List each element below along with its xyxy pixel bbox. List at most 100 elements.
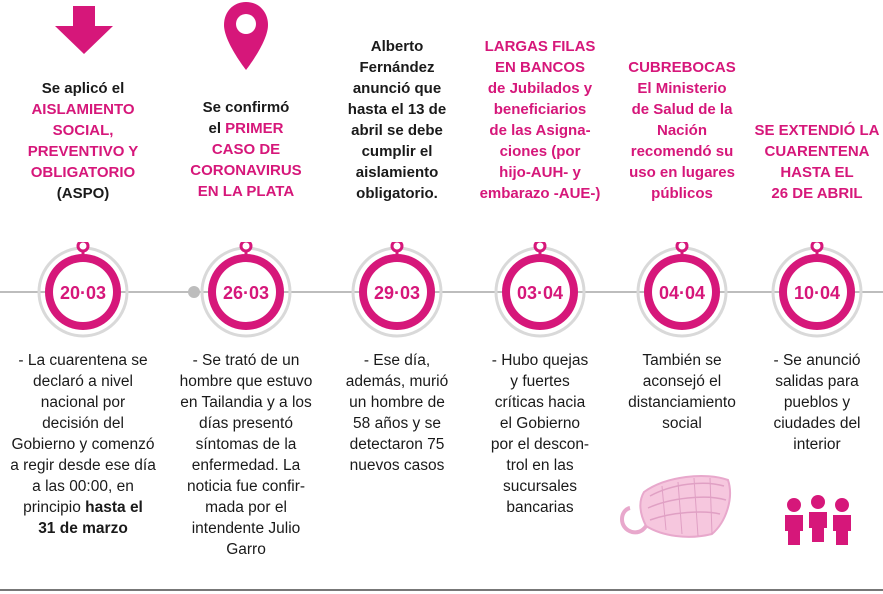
description-line: a regir desde ese día — [10, 457, 156, 474]
description-line: detectaron 75 — [349, 436, 445, 453]
description-line: intendente Julio — [191, 520, 301, 537]
event-description: - Ese día, además, murió un hombre de 58 añ… — [323, 350, 471, 476]
description-line: Garro — [226, 541, 266, 558]
headline-line: uso en lugares — [629, 164, 735, 181]
date-label: 04·04 — [659, 283, 705, 303]
headline-line: beneficiarios — [493, 101, 587, 118]
event-headline: CUBREBOCAS El Ministerio de Salud de la Nac… — [612, 57, 752, 204]
description-line: También se — [642, 352, 722, 369]
description-line: noticia fue confir- — [186, 478, 306, 495]
description-line: sucursales — [502, 478, 578, 495]
date-marker: 26·03 — [200, 242, 292, 338]
headline-line: de Salud de la — [631, 101, 733, 118]
description-line: principio hasta el — [23, 499, 143, 516]
description-line: decisión del — [42, 415, 124, 432]
description-line: a las 00:00, en — [32, 478, 134, 495]
headline-line: LARGAS FILAS — [484, 38, 596, 55]
headline-line: Fernández — [359, 59, 435, 76]
headline-line: públicos — [651, 185, 713, 202]
headline-line: EN BANCOS — [494, 59, 585, 76]
description-line: salidas para — [775, 373, 859, 390]
headline-line: CUARENTENA — [764, 143, 870, 160]
description-line: - Ese día, — [363, 352, 431, 369]
headline-line: HASTA EL — [780, 164, 854, 181]
event-03-04: LARGAS FILAS EN BANCOS de Jubilados y benef… — [470, 0, 610, 594]
date-marker: 10·04 — [771, 242, 863, 338]
headline-line: CORONAVIRUS — [190, 162, 302, 179]
event-headline: Se aplicó el AISLAMIENTO SOCIAL, PREVENTIVO… — [13, 78, 153, 204]
description-line: nuevos casos — [349, 457, 445, 474]
event-04-04: CUBREBOCAS El Ministerio de Salud de la Nac… — [612, 0, 752, 594]
down-arrow-icon — [55, 6, 113, 54]
description-line: - Se anunció — [773, 352, 861, 369]
description-line: ciudades del — [773, 415, 861, 432]
headline-line: SE EXTENDIÓ LA — [754, 122, 880, 139]
event-headline: Se confirmó el PRIMER CASO DE CORONAVIRUS EN… — [176, 97, 316, 202]
description-line: además, murió — [345, 373, 449, 390]
headline-line: abril se debe — [351, 122, 443, 139]
headline-line: el PRIMER — [208, 120, 284, 137]
headline-line: aislamiento — [355, 164, 439, 181]
headline-line: cumplir el — [361, 143, 433, 160]
event-description: - La cuarentena se declaró a nivel naciona… — [9, 350, 157, 539]
date-marker: 29·03 — [351, 242, 443, 338]
description-line: distanciamiento — [628, 394, 736, 411]
headline-line: de las Asigna- — [489, 122, 591, 139]
description-line: síntomas de la — [195, 436, 297, 453]
description-line: críticas hacia — [494, 394, 586, 411]
headline-line: El Ministerio — [637, 80, 727, 97]
headline-line: Se confirmó — [202, 99, 290, 116]
headline-line: embarazo -AUE-) — [479, 185, 601, 202]
headline-line: Alberto — [370, 38, 424, 55]
headline-line: CASO DE — [211, 141, 281, 158]
face-mask-icon — [620, 475, 731, 538]
headline-line: CUBREBOCAS — [628, 59, 736, 76]
people-icon — [785, 495, 851, 545]
event-description: También se aconsejó el distanciamiento soci… — [608, 350, 756, 434]
headline-line: obligatorio. — [356, 185, 438, 202]
event-headline: LARGAS FILAS EN BANCOS de Jubilados y benef… — [470, 36, 610, 204]
description-line: aconsejó el — [642, 373, 722, 390]
description-line: enfermedad. La — [191, 457, 301, 474]
headline-line: ciones (por — [499, 143, 581, 160]
event-headline: Alberto Fernández anunció que hasta el 13 d… — [327, 36, 467, 204]
description-line: pueblos y — [783, 394, 851, 411]
event-26-03: Se confirmó el PRIMER CASO DE CORONAVIRUS EN… — [176, 0, 316, 594]
date-label: 03·04 — [517, 283, 563, 303]
bottom-divider — [0, 589, 883, 591]
date-label: 26·03 — [223, 283, 269, 303]
headline-line: Se aplicó el — [41, 80, 125, 97]
description-line: Gobierno y comenzó — [11, 436, 155, 453]
description-line: y fuertes — [510, 373, 570, 390]
date-marker: 20·03 — [37, 242, 129, 338]
timeline-dot — [188, 286, 200, 298]
description-line: - La cuarentena se — [18, 352, 148, 369]
headline-line: EN LA PLATA — [197, 183, 295, 200]
description-line: 31 de marzo — [38, 520, 128, 537]
event-description: - Se anunció salidas para pueblos y ciudade… — [743, 350, 883, 455]
date-label: 10·04 — [794, 283, 840, 303]
date-marker: 04·04 — [636, 242, 728, 338]
event-headline: SE EXTENDIÓ LA CUARENTENA HASTA EL 26 DE AB… — [747, 120, 883, 204]
date-label: 29·03 — [374, 283, 420, 303]
event-description: - Hubo quejas y fuertes críticas hacia el G… — [466, 350, 614, 518]
description-line: días presentó — [199, 415, 293, 432]
event-description: - Se trató de un hombre que estuvo en Tail… — [172, 350, 320, 560]
description-line: nacional por — [40, 394, 126, 411]
description-line: - Hubo quejas — [491, 352, 589, 369]
description-line: - Se trató de un — [192, 352, 300, 369]
description-line: bancarias — [506, 499, 574, 516]
headline-line: hijo-AUH- y — [499, 164, 581, 181]
headline-line: 26 DE ABRIL — [771, 185, 863, 202]
map-pin-icon — [224, 2, 268, 70]
description-line: interior — [793, 436, 841, 453]
description-line: declaró a nivel — [33, 373, 133, 390]
headline-line: recomendó su — [630, 143, 734, 160]
headline-line: hasta el 13 de — [347, 101, 447, 118]
date-label: 20·03 — [60, 283, 106, 303]
description-line: trol en las — [506, 457, 574, 474]
description-line: un hombre de — [349, 394, 445, 411]
headline-line: PREVENTIVO Y — [27, 143, 139, 160]
description-line: mada por el — [205, 499, 287, 516]
event-29-03: Alberto Fernández anunció que hasta el 13 d… — [327, 0, 467, 594]
